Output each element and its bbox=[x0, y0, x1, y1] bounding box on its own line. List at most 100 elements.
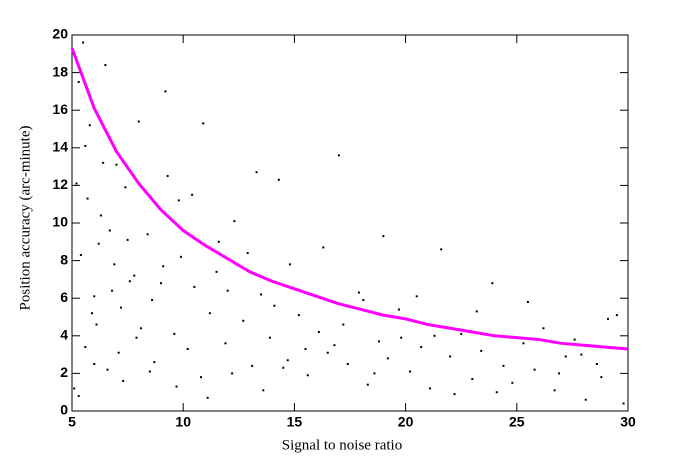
y-tick-label: 2 bbox=[60, 364, 68, 380]
data-point bbox=[193, 285, 196, 288]
data-point bbox=[533, 368, 536, 371]
data-point bbox=[337, 154, 340, 157]
y-tick-label: 4 bbox=[60, 327, 68, 343]
data-point bbox=[522, 342, 525, 345]
data-point bbox=[215, 270, 218, 273]
data-point bbox=[268, 336, 271, 339]
data-point bbox=[99, 214, 102, 217]
data-point bbox=[491, 282, 494, 285]
data-point bbox=[273, 304, 276, 307]
data-point bbox=[97, 242, 100, 245]
data-point bbox=[262, 389, 265, 392]
plot-frame bbox=[71, 34, 629, 412]
data-point bbox=[111, 289, 114, 292]
data-point bbox=[106, 368, 109, 371]
data-point bbox=[122, 379, 125, 382]
y-tick-label: 6 bbox=[60, 289, 68, 305]
data-point bbox=[173, 332, 176, 335]
data-point bbox=[148, 370, 151, 373]
data-point bbox=[615, 314, 618, 317]
data-point bbox=[162, 265, 165, 268]
data-point bbox=[151, 299, 154, 302]
data-point bbox=[326, 351, 329, 354]
x-tick-label: 10 bbox=[175, 414, 191, 430]
data-point bbox=[208, 312, 211, 315]
data-point bbox=[471, 378, 474, 381]
y-tick-label: 12 bbox=[52, 176, 68, 192]
data-point bbox=[558, 372, 561, 375]
data-point bbox=[382, 235, 385, 238]
x-tick-label: 20 bbox=[398, 414, 414, 430]
data-point bbox=[480, 349, 483, 352]
data-point bbox=[124, 186, 127, 189]
fit-curve bbox=[70, 47, 629, 351]
data-point bbox=[553, 389, 556, 392]
data-point bbox=[415, 295, 418, 298]
data-point bbox=[119, 306, 122, 309]
data-point bbox=[606, 317, 609, 320]
data-point bbox=[475, 310, 478, 313]
data-point bbox=[400, 336, 403, 339]
data-point bbox=[542, 327, 545, 330]
data-point bbox=[139, 327, 142, 330]
data-point bbox=[573, 338, 576, 341]
data-point bbox=[73, 387, 76, 390]
data-point bbox=[224, 342, 227, 345]
data-point bbox=[91, 312, 94, 315]
data-point bbox=[231, 372, 234, 375]
data-point bbox=[322, 246, 325, 249]
data-point bbox=[164, 90, 167, 93]
data-point bbox=[495, 391, 498, 394]
data-point bbox=[449, 355, 452, 358]
data-point bbox=[377, 340, 380, 343]
data-point bbox=[409, 370, 412, 373]
data-point bbox=[342, 323, 345, 326]
y-tick-label: 0 bbox=[60, 402, 68, 418]
data-point bbox=[77, 394, 80, 397]
data-point bbox=[146, 233, 149, 236]
data-point bbox=[82, 41, 85, 44]
data-point bbox=[333, 344, 336, 347]
data-point bbox=[386, 357, 389, 360]
y-tick-label: 18 bbox=[52, 63, 68, 79]
x-tick-label: 15 bbox=[287, 414, 303, 430]
data-point bbox=[133, 274, 136, 277]
data-point bbox=[226, 289, 229, 292]
data-point bbox=[357, 291, 360, 294]
data-point bbox=[84, 144, 87, 147]
data-point bbox=[199, 376, 202, 379]
data-point bbox=[137, 120, 140, 123]
data-point bbox=[453, 393, 456, 396]
y-tick-label: 10 bbox=[52, 214, 68, 230]
data-point bbox=[77, 81, 80, 83]
data-point bbox=[95, 323, 98, 326]
data-point bbox=[175, 385, 178, 388]
data-point bbox=[511, 381, 514, 384]
data-point bbox=[179, 255, 182, 258]
data-point bbox=[93, 363, 96, 365]
data-point bbox=[206, 396, 209, 399]
data-point bbox=[255, 171, 258, 174]
y-axis-title: Position accuracy (arc-minute) bbox=[17, 126, 33, 311]
data-point bbox=[584, 398, 587, 401]
data-point bbox=[113, 263, 116, 266]
data-point bbox=[526, 300, 529, 303]
data-point bbox=[306, 374, 309, 377]
data-point bbox=[440, 248, 443, 251]
data-point bbox=[420, 346, 423, 349]
data-point bbox=[564, 355, 567, 358]
data-point bbox=[304, 347, 307, 350]
data-point bbox=[102, 161, 105, 164]
data-point bbox=[362, 299, 365, 302]
data-point bbox=[128, 280, 131, 283]
x-tick-label: 5 bbox=[68, 414, 76, 430]
data-point bbox=[600, 376, 603, 379]
data-point bbox=[288, 263, 291, 266]
data-point bbox=[260, 293, 263, 296]
y-tick-label: 8 bbox=[60, 251, 68, 267]
x-tick-label: 25 bbox=[509, 414, 525, 430]
x-axis-title: Signal to noise ratio bbox=[282, 437, 402, 453]
data-point bbox=[84, 346, 87, 349]
data-point bbox=[186, 347, 189, 350]
data-point bbox=[191, 193, 194, 196]
